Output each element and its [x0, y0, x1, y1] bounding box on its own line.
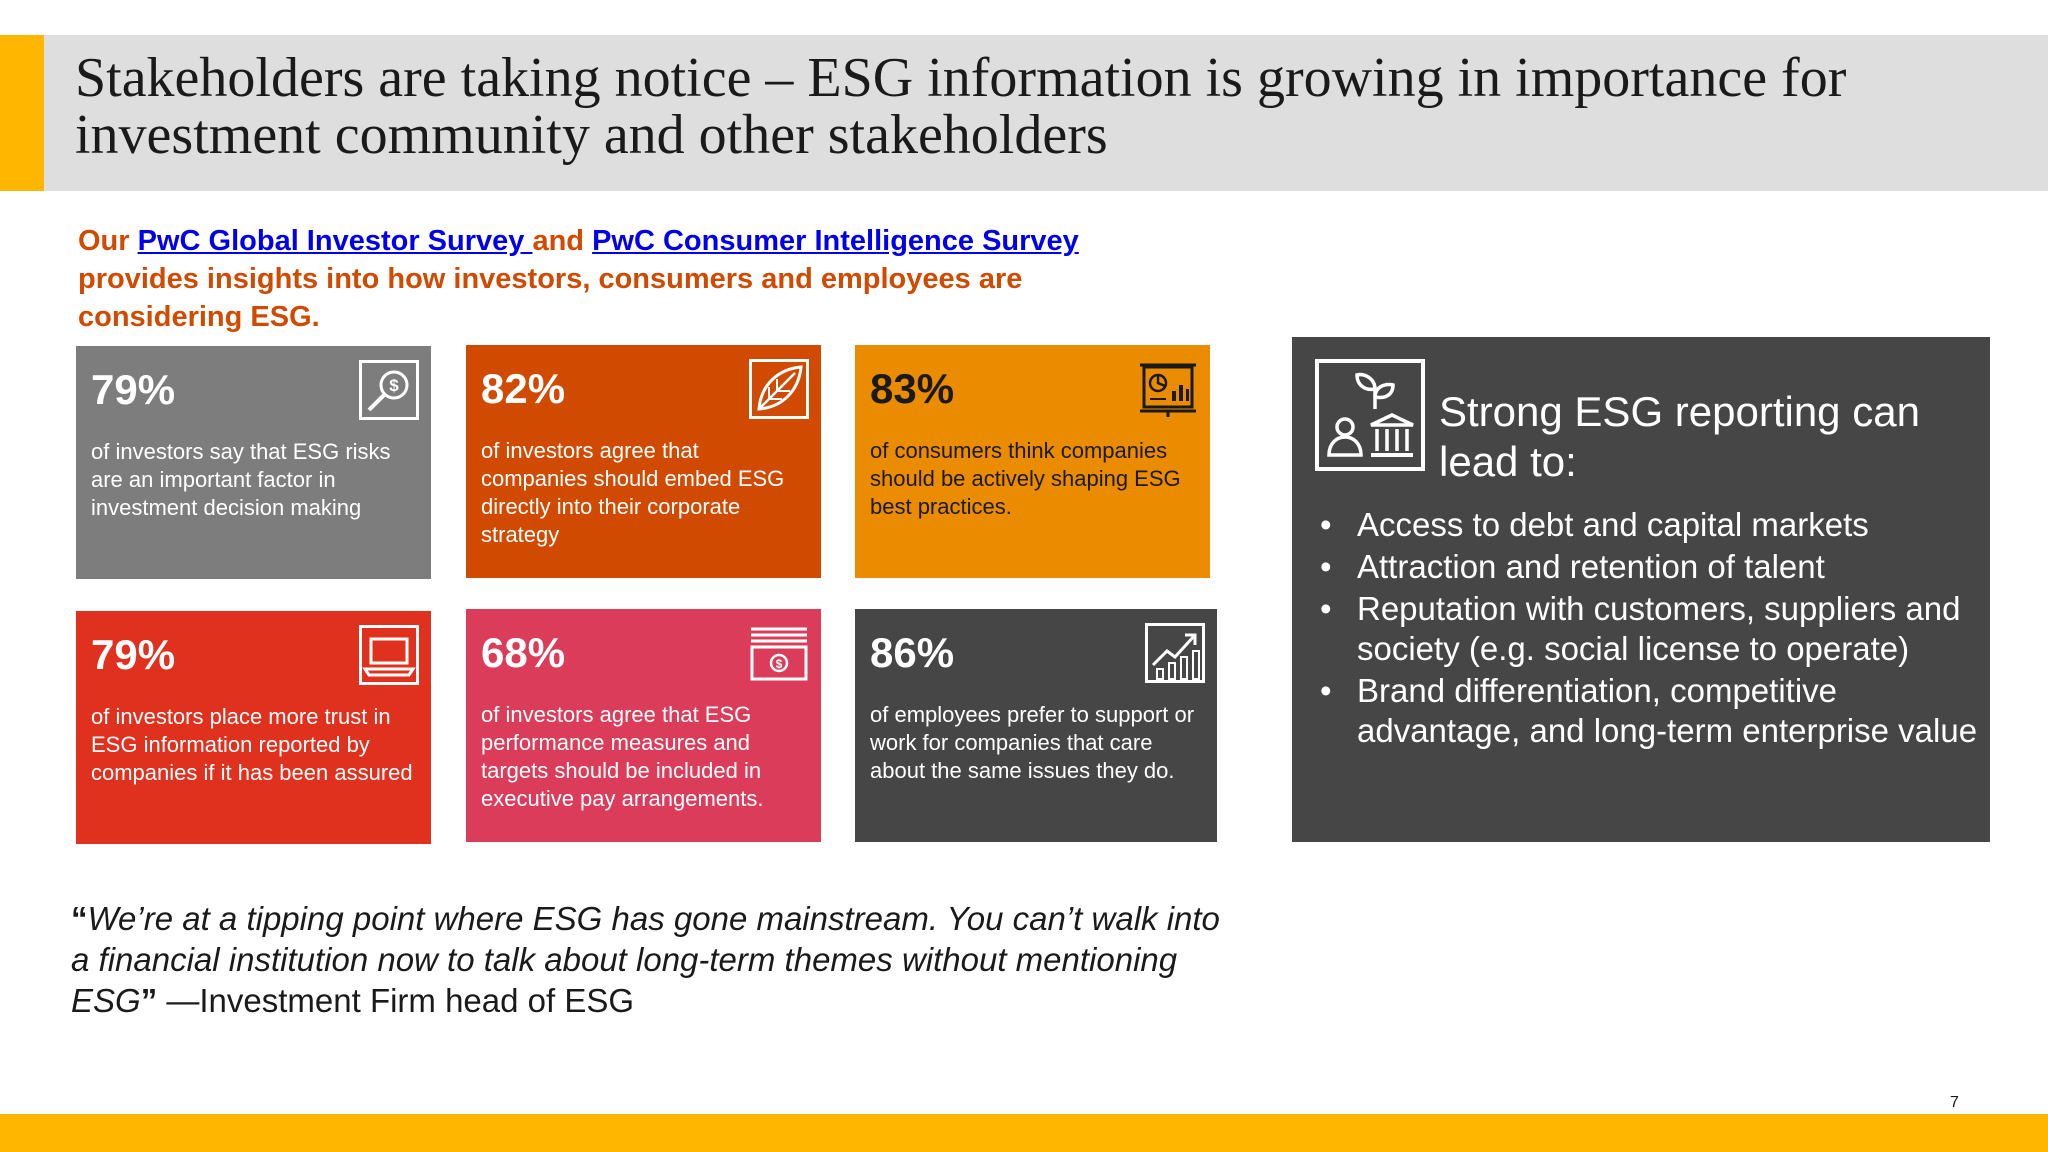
- stat-percent: 86%: [870, 629, 955, 676]
- intro-suffix: provides insights into how investors, co…: [78, 263, 1023, 333]
- stat-description: of investors agree that ESG performance …: [481, 702, 764, 811]
- stat-description: of investors say that ESG risks are an i…: [91, 439, 391, 520]
- stat-tile-executive-pay: 68% $ of investors agree that ESG perfor…: [466, 609, 821, 842]
- consumer-intelligence-survey-link[interactable]: PwC Consumer Intelligence Survey: [592, 225, 1079, 257]
- stat-percent: 79%: [91, 631, 176, 678]
- quote-body: We’re at a tipping point where ESG has g…: [71, 900, 1220, 1019]
- stat-tile-assured-information: 79% of investors place more trust in ESG…: [76, 611, 431, 844]
- title-band: [0, 35, 2048, 191]
- svg-text:$: $: [389, 376, 399, 395]
- svg-text:$: $: [776, 657, 783, 671]
- quote-text: “We’re at a tipping point where ESG has …: [71, 900, 1220, 1019]
- stat-percent: 83%: [870, 365, 955, 412]
- quote-close-mark: ”: [140, 982, 158, 1019]
- list-item: Reputation with customers, suppliers and…: [1312, 589, 1982, 669]
- leaf-icon: [749, 359, 809, 419]
- panel-title: Strong ESG reporting can lead to:: [1439, 388, 1920, 485]
- stat-tile-employees-issues: 86% of employees prefer to support or wo…: [855, 609, 1217, 842]
- global-investor-survey-link[interactable]: PwC Global Investor Survey: [137, 225, 533, 257]
- intro-text: Our PwC Global Investor Survey and PwC C…: [78, 222, 1178, 336]
- intro-prefix: Our: [78, 225, 138, 257]
- stat-description: of investors place more trust in ESG inf…: [91, 704, 413, 785]
- stat-percent: 68%: [481, 629, 566, 676]
- stat-description: of consumers think companies should be a…: [870, 438, 1181, 519]
- presentation-board-icon: [1140, 363, 1196, 417]
- benefits-list: Access to debt and capital markets Attra…: [1312, 505, 1982, 753]
- quote: “We’re at a tipping point where ESG has …: [71, 898, 1221, 1021]
- growth-chart-icon: [1145, 623, 1205, 683]
- stat-description: of employees prefer to support or work f…: [870, 702, 1195, 783]
- list-item: Brand differentiation, competitive advan…: [1312, 671, 1982, 751]
- stat-percent: 79%: [91, 366, 176, 413]
- slide-title: Stakeholders are taking notice – ESG inf…: [75, 47, 1847, 166]
- stat-tile-consumers-best-practices: 83% of consumers think companies should …: [855, 345, 1210, 578]
- page-number: 7: [1950, 1094, 1959, 1111]
- magnifier-dollar-icon: $: [359, 360, 419, 420]
- money-bill-icon: $: [750, 627, 808, 681]
- stat-tile-embed-esg-strategy: 82% of investors agree that companies sh…: [466, 345, 821, 578]
- stat-percent: 82%: [481, 365, 566, 412]
- list-item: Access to debt and capital markets: [1312, 505, 1982, 545]
- stat-tile-investors-esg-risks: 79% $ of investors say that ESG risks ar…: [76, 346, 431, 579]
- quote-attribution: —Investment Firm head of ESG: [157, 982, 635, 1019]
- esg-plant-person-bank-icon: [1315, 359, 1425, 471]
- footer-bar: [0, 1114, 2048, 1152]
- list-item: Attraction and retention of talent: [1312, 547, 1982, 587]
- esg-benefits-panel: Strong ESG reporting can lead to: Access…: [1292, 337, 1990, 842]
- quote-open-mark: “: [71, 900, 88, 937]
- title-accent-bar: [0, 35, 44, 191]
- stat-description: of investors agree that companies should…: [481, 438, 785, 547]
- laptop-icon: [359, 625, 419, 685]
- intro-middle: and: [532, 225, 593, 257]
